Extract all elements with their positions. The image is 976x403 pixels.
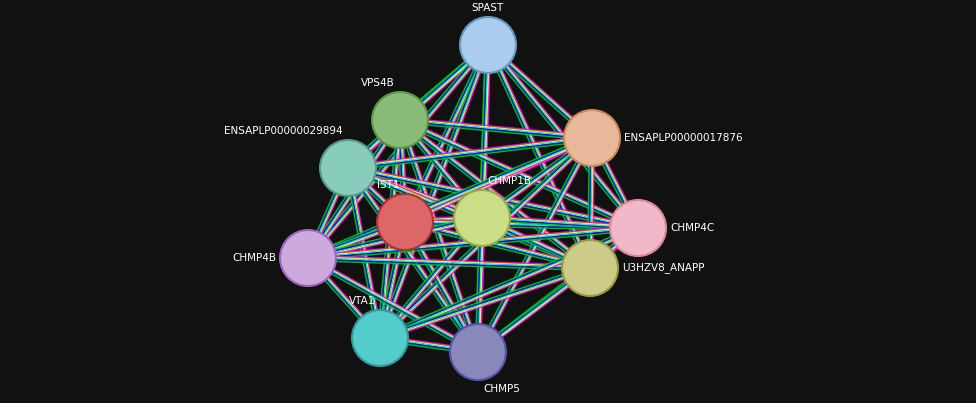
Circle shape — [564, 110, 620, 166]
Circle shape — [372, 92, 428, 148]
Circle shape — [280, 230, 336, 286]
Text: VPS4B: VPS4B — [361, 78, 395, 88]
Circle shape — [352, 310, 408, 366]
Circle shape — [610, 200, 666, 256]
Text: U3HZV8_ANAPP: U3HZV8_ANAPP — [622, 262, 705, 274]
Text: ENSAPLP00000017876: ENSAPLP00000017876 — [624, 133, 743, 143]
Circle shape — [320, 140, 376, 196]
Text: IST1: IST1 — [378, 180, 400, 190]
Circle shape — [377, 194, 433, 250]
Text: SPAST: SPAST — [471, 3, 505, 13]
Circle shape — [562, 240, 618, 296]
Text: VTA1: VTA1 — [348, 296, 375, 306]
Circle shape — [460, 17, 516, 73]
Text: CHMP1B: CHMP1B — [487, 176, 531, 186]
Circle shape — [454, 190, 510, 246]
Text: CHMP4C: CHMP4C — [670, 223, 714, 233]
Text: CHMP5: CHMP5 — [483, 384, 520, 394]
Text: CHMP4B: CHMP4B — [232, 253, 276, 263]
Text: ENSAPLP00000029894: ENSAPLP00000029894 — [224, 126, 343, 136]
Circle shape — [450, 324, 506, 380]
